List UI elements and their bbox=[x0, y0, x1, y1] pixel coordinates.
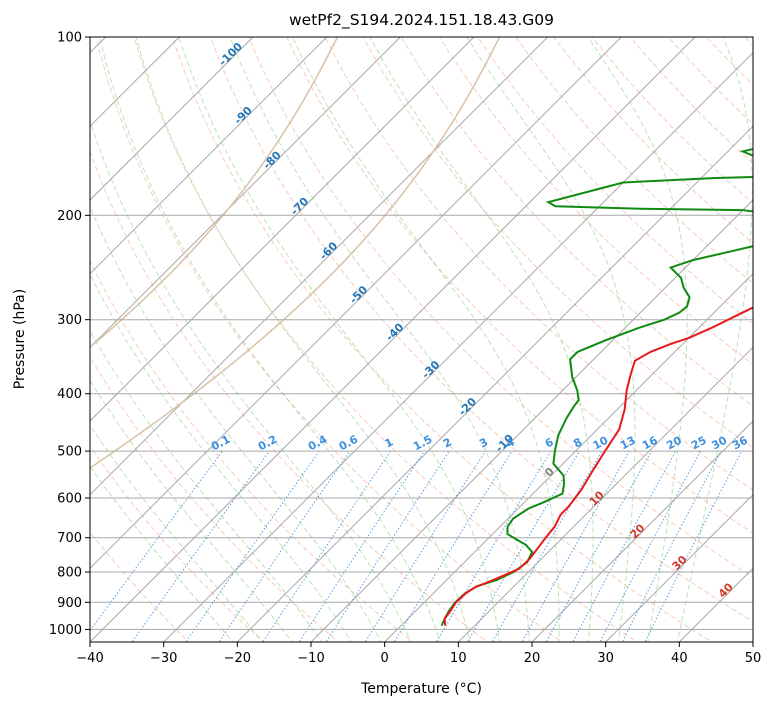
isotherm-line bbox=[90, 37, 328, 275]
mixing-ratio-label: 30 bbox=[710, 434, 730, 453]
moist-adiabat-line bbox=[90, 424, 264, 642]
mixing-ratio-line bbox=[644, 450, 743, 642]
x-tick-label: 50 bbox=[745, 651, 762, 666]
isotherm-line bbox=[90, 37, 401, 349]
x-tick-label: 40 bbox=[671, 651, 688, 666]
moist-adiabat-line bbox=[90, 465, 234, 642]
x-axis-label: Temperature (°C) bbox=[360, 681, 482, 697]
sounding-profiles bbox=[440, 147, 753, 627]
x-tick-label: −30 bbox=[150, 651, 177, 666]
mixing-ratio-line bbox=[131, 450, 270, 642]
wetbulb-zero-line bbox=[90, 37, 501, 469]
mixing-ratio-line bbox=[393, 450, 513, 642]
y-tick-label: 500 bbox=[57, 445, 82, 460]
mixing-ratio-line bbox=[262, 450, 392, 642]
y-tick-label: 800 bbox=[57, 566, 82, 581]
x-tick-label: −10 bbox=[297, 651, 324, 666]
y-tick-label: 100 bbox=[57, 31, 82, 46]
isotherm-line bbox=[90, 37, 549, 496]
x-tick-label: 30 bbox=[597, 651, 614, 666]
mixing-ratio-label: 10 bbox=[591, 434, 611, 453]
y-tick-label: 700 bbox=[57, 531, 82, 546]
x-tick-label: 20 bbox=[524, 651, 541, 666]
isotherm-line bbox=[90, 37, 475, 422]
mixing-ratio-line bbox=[621, 450, 722, 642]
temperature-series-line bbox=[443, 306, 753, 626]
dry-adiabat-line bbox=[324, 37, 753, 491]
mixing-ratio-line bbox=[298, 450, 425, 642]
mixing-ratio-label: 25 bbox=[689, 434, 709, 453]
chart-title: wetPf2_S194.2024.151.18.43.G09 bbox=[289, 11, 554, 30]
mixing-ratio-line bbox=[325, 450, 450, 642]
mixing-ratio-label: 13 bbox=[618, 434, 638, 453]
isotherm-line bbox=[90, 37, 254, 201]
plot-frame bbox=[89, 36, 754, 643]
y-tick-label: 900 bbox=[57, 596, 82, 611]
dry-adiabat-line bbox=[438, 37, 753, 366]
mixing-ratio-line bbox=[466, 450, 580, 642]
x-tick-label: −20 bbox=[224, 651, 251, 666]
mixing-ratio-line bbox=[572, 450, 677, 642]
dewpoint-series-line bbox=[440, 147, 753, 627]
dry-adiabat-line bbox=[90, 150, 489, 642]
y-axis-label: Pressure (hPa) bbox=[12, 289, 28, 389]
mixing-ratio-line bbox=[435, 450, 552, 642]
wetbulb-zero-curve bbox=[90, 37, 339, 349]
x-tick-label: −40 bbox=[76, 651, 103, 666]
y-tick-label: 400 bbox=[57, 387, 82, 402]
x-axis: −40 −30 −20 −10 0 10 20 30 40 50 bbox=[76, 642, 761, 666]
moist-adiabat-line bbox=[90, 119, 412, 642]
isotherm-line bbox=[531, 420, 753, 642]
dry-adiabat-line bbox=[362, 37, 753, 449]
isotherm-line bbox=[163, 51, 753, 642]
dry-adiabat-line bbox=[286, 37, 753, 534]
y-axis: 1000 900 800 700 600 500 400 300 200 100 bbox=[49, 31, 90, 638]
mixing-ratio-line bbox=[185, 450, 320, 642]
y-tick-label: 300 bbox=[57, 313, 82, 328]
mixing-ratio-label: 36 bbox=[730, 434, 750, 453]
mixing-ratio-line bbox=[218, 450, 351, 642]
y-tick-label: 1000 bbox=[49, 623, 82, 638]
mixing-ratio-label: 16 bbox=[640, 434, 660, 453]
mixing-ratio-line bbox=[90, 450, 223, 632]
isotherm-line bbox=[457, 346, 753, 642]
isotherm-line bbox=[310, 199, 753, 642]
x-tick-label: 0 bbox=[381, 651, 389, 666]
isotherm-line bbox=[605, 493, 753, 642]
isotherm-line bbox=[236, 125, 753, 642]
y-tick-label: 200 bbox=[57, 209, 82, 224]
x-tick-label: 10 bbox=[450, 651, 467, 666]
mixing-ratio-label: 20 bbox=[664, 434, 684, 453]
isotherm-line bbox=[90, 37, 696, 642]
dry-adiabat-line bbox=[171, 37, 713, 642]
isotherm-line bbox=[90, 37, 622, 570]
mixing-ratio-line bbox=[364, 450, 486, 642]
moist-adiabat-line bbox=[90, 379, 293, 642]
y-tick-label: 600 bbox=[57, 492, 82, 507]
wetbulb-zero-curve bbox=[90, 37, 501, 469]
dry-adiabat-line bbox=[248, 37, 753, 578]
pressure-gridlines bbox=[90, 37, 753, 630]
mixing-ratio-line bbox=[599, 450, 701, 642]
